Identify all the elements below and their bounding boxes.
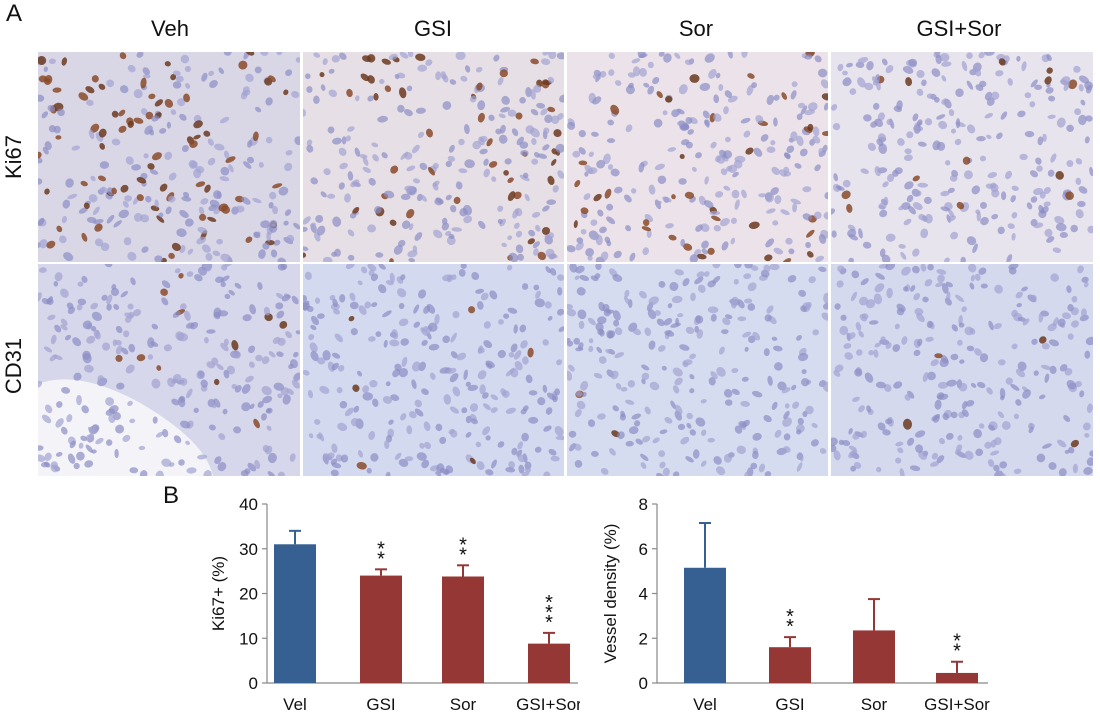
vessel-density-y-tick-label: 4	[639, 585, 648, 604]
vessel-density-bar-1	[769, 647, 811, 683]
ki67-bar-0	[274, 544, 316, 683]
vessel-density-significance-3: *	[953, 631, 961, 653]
vessel-density-y-tick-label: 8	[639, 495, 648, 514]
vessel-density-y-axis-label: Vessel density (%)	[601, 524, 620, 664]
ki67-y-tick-label: 30	[239, 540, 258, 559]
column-label-sor: Sor	[678, 16, 714, 41]
ki67-y-axis-label: Ki67+ (%)	[209, 556, 228, 631]
panel-a-letter: A	[6, 0, 23, 27]
ki67-bar-3	[528, 643, 570, 683]
vessel-density-y-tick-label: 6	[639, 540, 648, 559]
vessel-density-significance-1: *	[786, 616, 794, 638]
ki67-category-label-0: Vel	[283, 695, 307, 714]
row-label-ki67: Ki67	[1, 134, 26, 180]
micrograph-ki67-veh	[38, 52, 300, 262]
vessel-density-category-label-3: GSI+Sor	[924, 695, 990, 714]
vessel-density-y-tick-label: 2	[639, 629, 648, 648]
ki67-y-tick-label: 10	[239, 629, 258, 648]
vessel-density-y-tick-label: 0	[639, 674, 648, 693]
micrograph-cd31-gsi	[303, 264, 564, 476]
column-label-gsi-sor: GSI+Sor	[916, 16, 1002, 41]
micrograph-cd31-sor	[567, 264, 828, 476]
ki67-bar-1	[360, 575, 402, 683]
ki67-significance-2: *	[459, 544, 467, 566]
micrograph-ki67-sor	[567, 52, 828, 262]
vessel-density-bar-0	[684, 567, 726, 683]
ki67-significance-3: *	[545, 592, 553, 614]
vessel-density-category-label-1: GSI	[775, 695, 804, 714]
vessel-density-bar-3	[936, 672, 978, 683]
ki67-significance-1: *	[377, 548, 385, 570]
ki67-significance-1: *	[377, 538, 385, 560]
ki67-bar-2	[442, 576, 484, 683]
micrograph-cd31-veh	[38, 264, 300, 476]
panel-b-letter: B	[163, 482, 180, 509]
row-label-cd31: CD31	[1, 337, 26, 395]
vessel-density-significance-1: *	[786, 606, 794, 628]
ki67-significance-2: *	[459, 534, 467, 556]
vessel-density-category-label-2: Sor	[861, 695, 888, 714]
vessel-density-category-label-0: Vel	[693, 695, 717, 714]
ki67-significance-3: *	[545, 612, 553, 634]
micrograph-ki67-gsi-sor	[831, 52, 1093, 262]
micrograph-cd31-gsi-sor	[831, 264, 1093, 476]
ki67-category-label-1: GSI	[366, 695, 395, 714]
ki67-y-tick-label: 20	[239, 585, 258, 604]
column-label-veh: Veh	[151, 16, 189, 41]
ki67-significance-3: *	[545, 602, 553, 624]
ki67-y-tick-label: 0	[249, 674, 258, 693]
column-label-gsi: GSI	[414, 16, 452, 41]
ki67-category-label-3: GSI+Sor	[516, 695, 580, 714]
vessel-density-bar-2	[853, 630, 895, 683]
ki67-y-tick-label: 40	[239, 495, 258, 514]
vessel-density-significance-3: *	[953, 641, 961, 663]
ki67-category-label-2: Sor	[450, 695, 477, 714]
micrograph-ki67-gsi	[303, 52, 564, 262]
